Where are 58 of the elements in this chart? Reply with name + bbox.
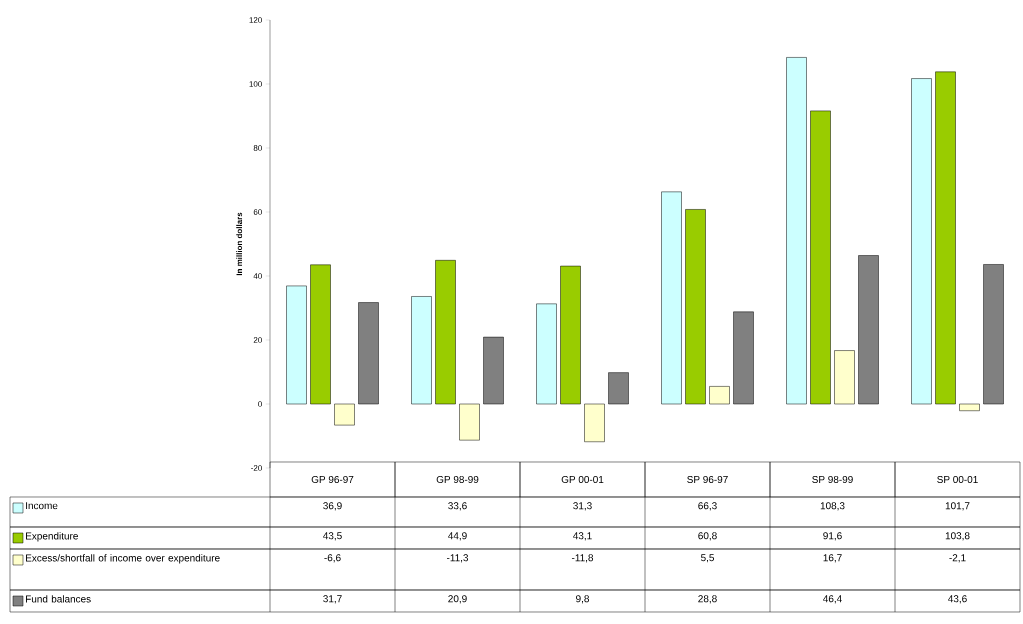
data-label: 108,3 xyxy=(820,502,845,511)
data-label: -2,1 xyxy=(949,554,966,563)
data-label: 44,9 xyxy=(448,532,467,541)
bar xyxy=(608,372,629,405)
data-label: 60,8 xyxy=(698,532,717,541)
bar xyxy=(935,71,956,405)
data-label: -11,3 xyxy=(446,554,469,563)
data-label: -6,6 xyxy=(324,554,341,563)
x-tick-label: SP 00-01 xyxy=(937,475,978,484)
bar xyxy=(959,403,980,411)
bar xyxy=(709,386,730,405)
bar xyxy=(334,403,355,426)
data-label: 43,6 xyxy=(948,595,967,604)
data-label: 103,8 xyxy=(945,532,970,541)
bar xyxy=(685,209,706,405)
bar xyxy=(358,302,379,405)
bar xyxy=(858,255,879,405)
data-label: 66,3 xyxy=(698,502,717,511)
data-label: 91,6 xyxy=(823,532,842,541)
bar xyxy=(536,303,557,405)
bar xyxy=(483,336,504,405)
data-label: 20,9 xyxy=(448,595,467,604)
x-tick-label: GP 00-01 xyxy=(561,475,604,484)
data-label: 101,7 xyxy=(945,502,970,511)
bar xyxy=(411,296,432,405)
data-label: 43,5 xyxy=(323,532,342,541)
bar xyxy=(584,403,605,443)
bar xyxy=(983,264,1004,405)
legend-label: Income xyxy=(26,502,58,510)
bar xyxy=(435,260,456,405)
bar xyxy=(661,191,682,405)
bar xyxy=(560,265,581,405)
data-label: 9,8 xyxy=(576,595,589,604)
data-label: 16,7 xyxy=(823,554,842,563)
bar xyxy=(786,57,807,405)
bar xyxy=(911,78,932,405)
bar xyxy=(310,264,331,405)
data-label: 36,9 xyxy=(323,502,342,511)
bar xyxy=(810,110,831,405)
data-label: 31,3 xyxy=(573,502,592,511)
legend-label: Expenditure xyxy=(26,532,78,542)
bar xyxy=(459,403,480,441)
data-label: 31,7 xyxy=(323,595,342,604)
data-label: 46,4 xyxy=(823,595,842,604)
x-tick-label: SP 98-99 xyxy=(812,475,853,484)
x-tick-label: SP 96-97 xyxy=(687,475,728,484)
data-label: -11,8 xyxy=(571,554,594,563)
data-label: 28,8 xyxy=(698,595,717,604)
data-label: 43,1 xyxy=(573,532,592,541)
bar xyxy=(286,285,307,405)
x-tick-label: GP 96-97 xyxy=(311,475,354,484)
bar xyxy=(834,350,855,405)
bar xyxy=(733,311,754,405)
legend-label: Excess/shortfall of income over expenditure xyxy=(26,554,220,564)
legend-label: Fund balances xyxy=(26,595,91,603)
data-label: 33,6 xyxy=(448,502,467,511)
data-label: 5,5 xyxy=(700,554,715,563)
x-tick-label: GP 98-99 xyxy=(436,475,479,484)
